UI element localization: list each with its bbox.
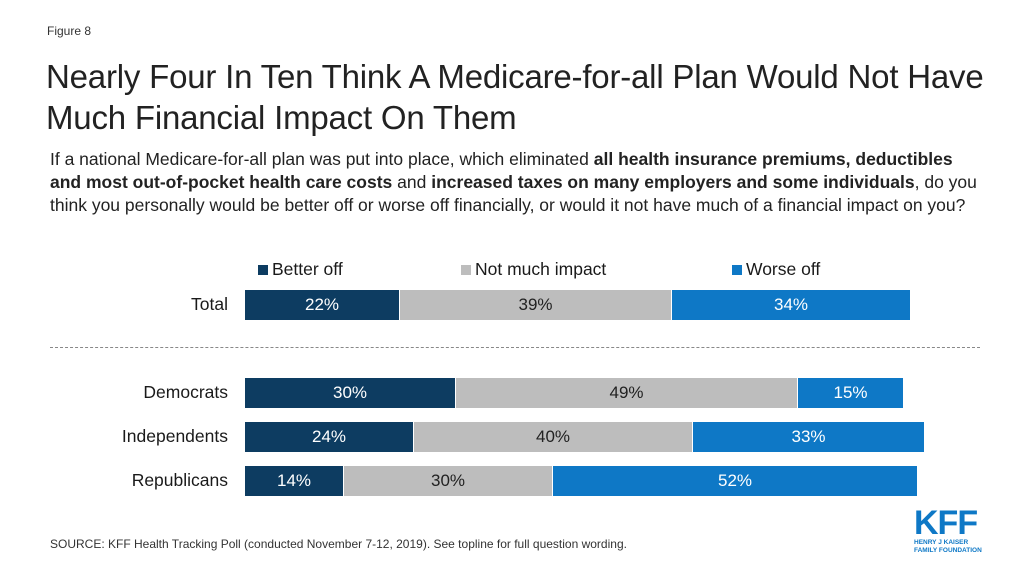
data-label: 24% [311,427,347,446]
data-label: 34% [773,295,809,314]
legend-swatch-better-off [258,264,268,275]
data-label: 22% [304,295,340,314]
chart-title: Nearly Four In Ten Think A Medicare-for-… [46,58,984,136]
data-label: 39% [518,295,553,314]
question-text: and [392,172,432,192]
row-label-democrats: Democrats [143,382,228,402]
legend-label: Worse off [746,259,821,279]
bar-segment-republicans-not-much-impact: 30% [343,466,553,496]
bar-segment-total-worse-off: 34% [672,290,910,320]
data-label: 30% [430,471,466,490]
data-label: 40% [535,427,571,446]
row-label-independents: Independents [121,426,228,446]
data-label: 33% [791,427,826,446]
kff-logo: KFF HENRY J KAISER FAMILY FOUNDATION [914,504,992,559]
legend-item-not-much-impact: Not much impact [461,259,606,280]
section-divider [50,347,980,348]
bar-segment-independents-better-off: 24% [245,422,413,452]
bar-segment-independents-not-much-impact: 40% [413,422,693,452]
data-label: 14% [276,471,312,490]
data-label: 49% [609,383,644,402]
legend-swatch-not-much-impact [461,264,471,275]
row-label-republicans: Republicans [131,470,228,490]
legend-swatch-worse-off [732,264,742,275]
chart-legend: Better off Not much impact Worse off [0,259,1024,281]
logo-line-2: FAMILY FOUNDATION [914,546,982,554]
bar-segment-republicans-worse-off: 52% [553,466,917,496]
question-emphasis: all health insurance premiums, deductibl… [50,149,953,192]
legend-label: Better off [272,259,343,279]
question-emphasis: increased taxes on many employers and so… [431,172,915,192]
bar-segment-democrats-not-much-impact: 49% [455,378,798,408]
legend-item-better-off: Better off [258,259,343,280]
bar-segment-democrats-worse-off: 15% [798,378,903,408]
bar-segment-total-better-off: 22% [245,290,399,320]
data-label: 52% [717,471,753,490]
bar-segment-democrats-better-off: 30% [245,378,455,408]
figure-label: Figure 8 [47,24,92,38]
question-text: If a national Medicare-for-all plan was … [50,149,594,169]
question-text: , do you think you personally would be b… [50,172,977,215]
legend-label: Not much impact [475,259,607,279]
bar-segment-republicans-better-off: 14% [245,466,343,496]
bar-segment-independents-worse-off: 33% [693,422,924,452]
bar-segment-total-not-much-impact: 39% [399,290,672,320]
logo-line-1: HENRY J KAISER [914,539,969,546]
survey-question: If a national Medicare-for-all plan was … [50,148,980,217]
source-note: SOURCE: KFF Health Tracking Poll (conduc… [50,537,627,551]
legend-item-worse-off: Worse off [732,259,820,280]
logo-mark: KFF [914,504,978,542]
row-label-total: Total [191,294,228,314]
data-label: 15% [833,383,868,402]
data-label: 30% [332,383,368,402]
